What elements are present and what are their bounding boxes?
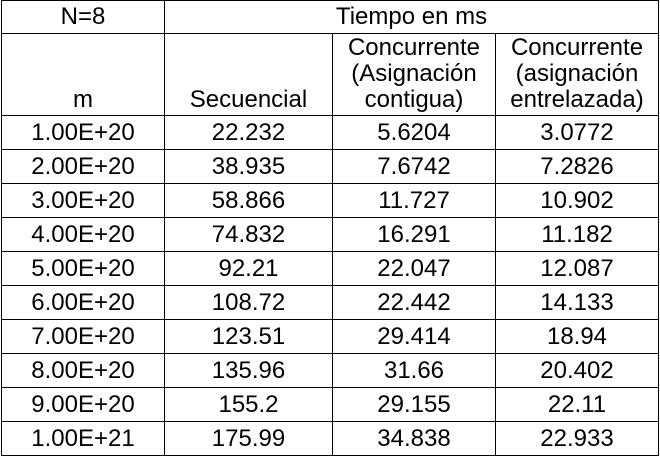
table-row: 5.00E+20 92.21 22.047 12.087: [1, 251, 660, 286]
corner-label-cell: N=8: [1, 0, 165, 34]
cell-contigua: 11.727: [332, 183, 496, 218]
cell-m: 4.00E+20: [1, 217, 165, 252]
cell-entrelazada: 12.087: [494, 251, 660, 286]
cell-m: 9.00E+20: [1, 387, 165, 422]
column-header-contigua: Concurrente (Asignación contigua): [332, 33, 496, 116]
table-row: 4.00E+20 74.832 16.291 11.182: [1, 217, 660, 252]
cell-contigua: 29.414: [332, 319, 496, 354]
cell-secuencial: 58.866: [164, 183, 333, 218]
table-row: 3.00E+20 58.866 11.727 10.902: [1, 183, 660, 218]
cell-contigua: 5.6204: [332, 115, 496, 150]
cell-contigua: 22.047: [332, 251, 496, 286]
cell-entrelazada: 14.133: [494, 285, 660, 320]
table-row: 1.00E+20 22.232 5.6204 3.0772: [1, 115, 660, 150]
cell-secuencial: 108.72: [164, 285, 333, 320]
column-header-m-label: m: [73, 86, 93, 113]
cell-contigua: 29.155: [332, 387, 496, 422]
table-row: 1.00E+21 175.99 34.838 22.933: [1, 421, 660, 456]
cell-m: 3.00E+20: [1, 183, 165, 218]
column-header-entrelazada-line-3: entrelazada): [510, 86, 644, 113]
cell-m: 5.00E+20: [1, 251, 165, 286]
column-header-contigua-line-3: contigua): [364, 86, 464, 113]
table-row: 2.00E+20 38.935 7.6742 7.2826: [1, 149, 660, 184]
cell-m: 1.00E+21: [1, 421, 165, 456]
cell-m: 8.00E+20: [1, 353, 165, 388]
column-header-secuencial-label: Secuencial: [189, 86, 308, 113]
column-header-contigua-line-2: (Asignación: [351, 60, 477, 87]
cell-contigua: 31.66: [332, 353, 496, 388]
cell-m: 7.00E+20: [1, 319, 165, 354]
column-header-entrelazada: Concurrente (asignación entrelazada): [494, 33, 660, 116]
column-header-secuencial: Secuencial: [164, 33, 333, 116]
cell-entrelazada: 7.2826: [494, 149, 660, 184]
cell-entrelazada: 10.902: [494, 183, 660, 218]
group-header-cell: Tiempo en ms: [163, 0, 660, 34]
cell-contigua: 7.6742: [332, 149, 496, 184]
cell-secuencial: 175.99: [164, 421, 333, 456]
column-header-entrelazada-line-2: (asignación: [515, 60, 639, 87]
cell-m: 2.00E+20: [1, 149, 165, 184]
cell-secuencial: 155.2: [164, 387, 333, 422]
column-header-row: m Secuencial Concurrente (Asignación con…: [1, 33, 660, 116]
cell-secuencial: 135.96: [164, 353, 333, 388]
cell-secuencial: 123.51: [164, 319, 333, 354]
cell-secuencial: 92.21: [164, 251, 333, 286]
table-row: 8.00E+20 135.96 31.66 20.402: [1, 353, 660, 388]
table-row: 7.00E+20 123.51 29.414 18.94: [1, 319, 660, 354]
table-row: 9.00E+20 155.2 29.155 22.11: [1, 387, 660, 422]
table-row: 6.00E+20 108.72 22.442 14.133: [1, 285, 660, 320]
cell-entrelazada: 22.933: [494, 421, 660, 456]
cell-secuencial: 22.232: [164, 115, 333, 150]
cell-entrelazada: 3.0772: [494, 115, 660, 150]
cell-contigua: 22.442: [332, 285, 496, 320]
cell-contigua: 34.838: [332, 421, 496, 456]
column-header-m: m: [1, 33, 165, 116]
cell-secuencial: 74.832: [164, 217, 333, 252]
cell-entrelazada: 18.94: [494, 319, 660, 354]
cell-secuencial: 38.935: [164, 149, 333, 184]
table-title-row: N=8 Tiempo en ms: [1, 0, 660, 34]
cell-m: 1.00E+20: [1, 115, 165, 150]
cell-entrelazada: 20.402: [494, 353, 660, 388]
cell-m: 6.00E+20: [1, 285, 165, 320]
cell-entrelazada: 11.182: [494, 217, 660, 252]
column-header-contigua-line-1: Concurrente: [347, 34, 481, 61]
column-header-entrelazada-line-1: Concurrente: [510, 34, 644, 61]
cell-contigua: 16.291: [332, 217, 496, 252]
cell-entrelazada: 22.11: [494, 387, 660, 422]
